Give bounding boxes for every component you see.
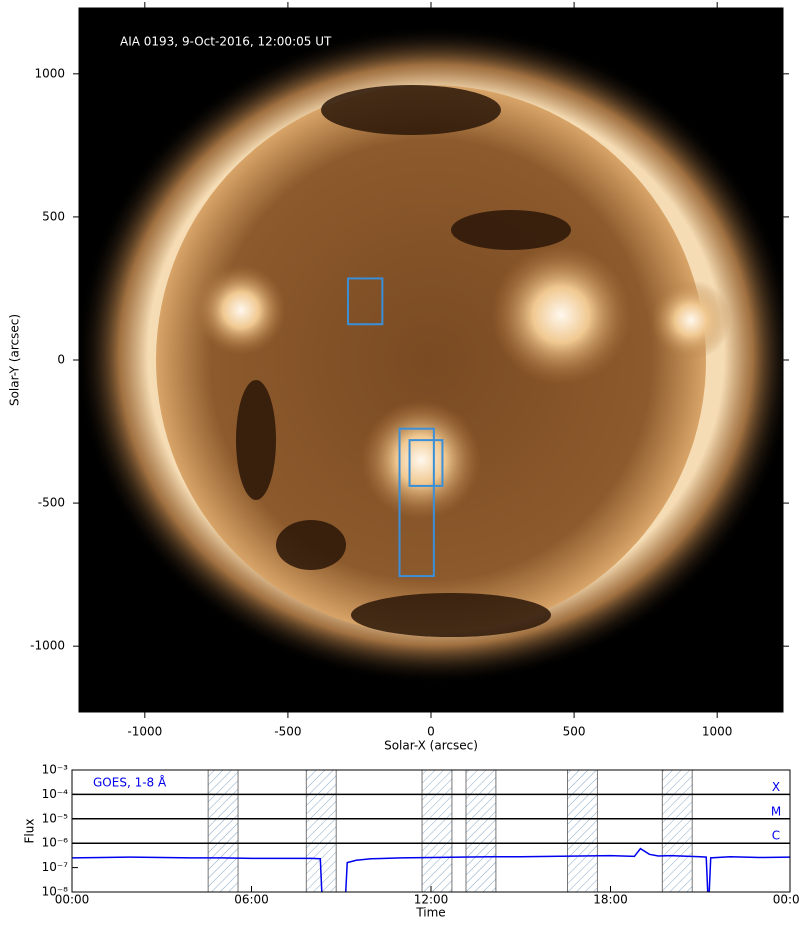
coronal-hole	[321, 85, 501, 135]
x-tick-label: 0	[427, 725, 435, 739]
solar-image	[79, 25, 783, 685]
coronal-hole	[451, 210, 571, 250]
x-tick-label: 500	[563, 725, 586, 739]
flare-interval	[661, 770, 693, 892]
region-box	[408, 439, 444, 487]
class-label: X	[772, 780, 780, 794]
y-tick-label: 10⁻⁷	[42, 860, 69, 874]
solar-disk	[156, 85, 706, 635]
flare-interval	[465, 770, 497, 892]
y-tick-label: -500	[38, 496, 65, 510]
plot-area	[72, 770, 790, 892]
y-tick-label: 500	[42, 209, 65, 223]
y-tick-label: 10⁻⁶	[42, 836, 69, 850]
x-axis-label: Time	[415, 906, 445, 920]
flare-interval	[567, 770, 598, 892]
y-tick-label: -1000	[30, 639, 65, 653]
flare-interval	[421, 770, 453, 892]
class-label: C	[772, 829, 780, 843]
image-annotation: AIA 0193, 9-Oct-2016, 12:00:05 UT	[120, 35, 332, 49]
region-box	[398, 427, 435, 578]
active-region	[651, 280, 731, 360]
x-tick-label: 18:00	[593, 893, 628, 907]
active-region	[196, 265, 286, 355]
x-tick-label: 12:00	[414, 893, 449, 907]
x-axis-label: Solar-X (arcsec)	[384, 739, 478, 753]
active-region	[361, 400, 481, 520]
region-box	[347, 277, 384, 326]
y-tick-label: 10⁻⁴	[42, 787, 69, 801]
coronal-hole	[236, 380, 276, 500]
x-tick-label: 1000	[702, 725, 733, 739]
x-tick-label: -1000	[127, 725, 162, 739]
y-tick-label: 10⁻³	[42, 763, 69, 777]
legend-entry: GOES, 1-8 Å	[93, 775, 167, 790]
flux-line	[72, 847, 790, 892]
class-label: M	[771, 804, 781, 818]
coronal-hole	[276, 520, 346, 570]
x-tick-label: 00:00	[55, 893, 90, 907]
y-axis-label: Solar-Y (arcsec)	[8, 314, 22, 406]
y-axis-label: Flux	[23, 819, 37, 844]
y-tick-label: 1000	[34, 66, 65, 80]
solar-image-panel: AIA 0193, 9-Oct-2016, 12:00:05 UT Solar-…	[8, 2, 789, 753]
goes-panel: Time Flux GOES, 1-8 Å XMC 10⁻³ 10⁻⁴ 10⁻⁵ 10⁻…	[23, 763, 799, 920]
y-tick-label: 10⁻⁵	[42, 811, 69, 825]
x-tick-label: 06:00	[234, 893, 269, 907]
plot-frame	[71, 769, 791, 893]
x-tick-label: 00:00	[773, 893, 799, 907]
y-tick-label: 10⁻⁸	[42, 885, 69, 899]
x-tick-label: -500	[274, 725, 301, 739]
y-tick-label: 0	[57, 353, 65, 367]
active-region	[491, 245, 631, 385]
coronal-hole	[351, 593, 551, 637]
flare-interval	[207, 770, 239, 892]
